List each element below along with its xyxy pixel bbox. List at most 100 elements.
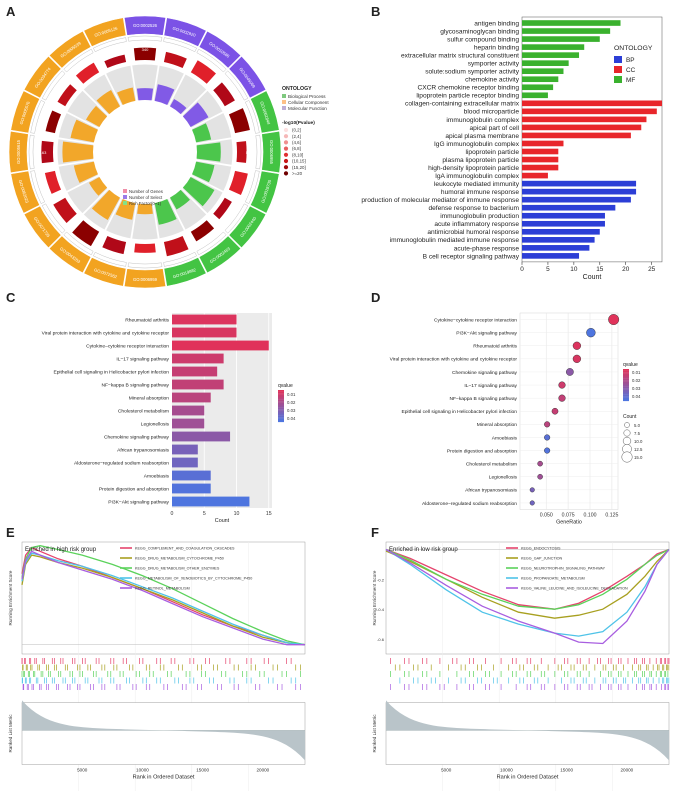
color-scale-step — [623, 388, 629, 390]
category-label: IL−17 signaling pathway — [464, 383, 517, 389]
legend-key — [614, 66, 622, 73]
rich-bar — [62, 141, 94, 163]
rich-bar — [91, 189, 121, 220]
gene-bar — [72, 220, 100, 247]
category-label: immunoglobulin complex — [446, 117, 519, 124]
gene-count-label: 59 — [246, 150, 251, 155]
gene-bar — [190, 60, 216, 84]
y-axis-label: Running Enrichment Score — [8, 570, 13, 625]
panel-title: Enriched in high risk group — [25, 547, 97, 553]
gene-bar — [44, 170, 62, 194]
category-label: acute-phase response — [454, 245, 520, 252]
rich-bar — [73, 161, 98, 183]
tick-ring — [63, 231, 94, 256]
tick-ring — [255, 134, 262, 170]
tick-ring — [245, 170, 260, 204]
tick-ring — [163, 252, 197, 267]
category-label: solute:sodium symporter activity — [425, 69, 520, 76]
gene-bar — [41, 140, 54, 164]
color-scale-step — [623, 394, 629, 397]
tick-ring — [28, 134, 35, 170]
term-segment — [8, 130, 29, 174]
size-legend-label: 7.5 — [634, 431, 641, 436]
category-label: Cytokine−cytokine receptor interaction — [434, 317, 517, 323]
y-axis-label: Ranked List Metric — [372, 714, 377, 753]
panel-d: D Cytokine−cytokine receptor interaction P… — [371, 290, 643, 526]
pvalue-legend-key — [283, 134, 289, 139]
legend-title: qvalue — [278, 383, 293, 389]
x-tick-label: 20000 — [620, 768, 633, 773]
legend-tick: 0.03 — [287, 408, 296, 413]
tick-ring — [196, 48, 227, 73]
pvalue-legend-key — [283, 165, 289, 170]
color-scale-step — [278, 410, 284, 413]
ontology-legend-title: ONTOLOGY — [282, 86, 312, 92]
bar — [172, 470, 211, 481]
bar — [522, 116, 647, 123]
term-segment — [10, 170, 41, 214]
legend-label: KEGG_NEUROTROPHIN_SIGNALING_PATHWAY — [521, 567, 606, 571]
color-scale-step — [623, 369, 629, 371]
bar — [172, 353, 224, 364]
legend-title: ONTOLOGY — [614, 45, 653, 52]
rich-bar — [70, 119, 98, 143]
x-tick-label: 10000 — [500, 768, 513, 773]
panel-letter: F — [371, 525, 379, 540]
panel-e: E Enriched in high risk group KEGG_COMPLEM… — [6, 525, 306, 791]
term-segment — [83, 256, 127, 287]
gene-bar — [190, 220, 215, 242]
tick-ring — [41, 203, 66, 234]
size-legend-label: 15.0 — [634, 455, 643, 460]
x-tick-label: 15 — [266, 511, 272, 517]
dot — [537, 460, 543, 467]
legend-label: KEGG_DRUG_METABOLISM_CYTOCHROME_P450 — [135, 557, 224, 561]
category-label: lipoprotein particle receptor binding — [416, 93, 519, 100]
bar — [522, 172, 548, 179]
term-segment — [163, 256, 207, 287]
term-segment — [123, 15, 167, 36]
tick-ring — [245, 100, 260, 134]
dot — [566, 368, 574, 376]
bar — [522, 220, 605, 227]
legend-label: KEGG_METABOLISM_OF_XENOBIOTICS_BY_CYTOCH… — [135, 577, 252, 581]
legend-label: KEGG_RETINOL_METABOLISM — [135, 587, 190, 591]
x-axis-label: Count — [583, 274, 602, 281]
color-scale-step — [623, 397, 629, 400]
legend-label: KEGG_DRUG_METABOLISM_OTHER_ENZYMES — [135, 567, 220, 571]
dot — [544, 421, 551, 428]
bar — [522, 204, 616, 211]
category-label: CXCR chemokine receptor binding — [417, 85, 519, 92]
x-tick-label: 0.125 — [605, 513, 618, 519]
category-label: production of molecular mediator of immu… — [361, 197, 519, 204]
rich-bar — [154, 199, 177, 225]
pvalue-legend-label: >=20 — [292, 171, 303, 176]
color-scale-step — [278, 409, 284, 411]
x-tick-label: 0 — [171, 511, 174, 517]
x-tick-label: 15000 — [196, 768, 209, 773]
term-segment — [48, 235, 92, 274]
pvalue-legend-label: (2,4] — [292, 134, 301, 139]
bar — [172, 340, 269, 351]
panel-f: F Enriched in low risk group -0.2 -0.4 -0.6 K… — [371, 525, 670, 791]
term-segment — [261, 130, 282, 174]
color-scale-step — [623, 396, 629, 398]
bar — [522, 253, 580, 259]
legend-label: KEGG_VALINE_LEUCINE_AND_ISOLEUCINE_DEGRA… — [521, 587, 628, 591]
category-label: Cholesterol metabolism — [466, 461, 517, 467]
x-tick-label: 5 — [546, 266, 550, 273]
tick-ring — [163, 37, 197, 52]
category-label: humoral immune response — [441, 189, 519, 196]
size-legend-key — [624, 422, 630, 428]
tick-ring — [93, 252, 127, 267]
category-label: heparin binding — [474, 45, 519, 52]
legend-tick: 0.01 — [287, 392, 296, 397]
x-axis-label: GeneRatio — [556, 520, 582, 526]
panel-letter: E — [6, 525, 15, 540]
term-label: GO:0005615 — [16, 139, 21, 164]
legend-title: qvalue — [623, 362, 638, 368]
dot — [572, 354, 581, 363]
bar — [522, 196, 631, 203]
panel-letter: C — [6, 290, 16, 305]
color-scale-step — [623, 375, 629, 378]
color-scale-step — [278, 402, 284, 405]
